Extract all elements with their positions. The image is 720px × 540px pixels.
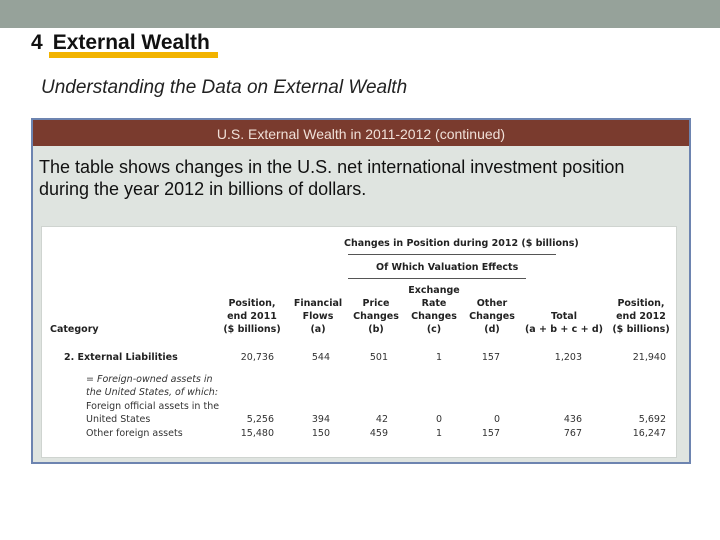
header-rule — [348, 254, 556, 255]
panel-description: The table shows changes in the U.S. net … — [39, 157, 625, 199]
col-other: Other Changes (d) — [469, 298, 515, 335]
changes-header: Changes in Position during 2012 ($ billi… — [344, 238, 579, 249]
top-band — [0, 0, 720, 28]
valuation-header: Of Which Valuation Effects — [376, 262, 519, 273]
table-cell: 459 — [369, 428, 388, 439]
table-cell: 20,736 — [240, 352, 274, 363]
col-total: Total (a + b + c + d) — [524, 311, 604, 335]
section-title-text: External Wealth — [48, 31, 219, 58]
valuation-rule — [348, 278, 526, 279]
content-panel: U.S. External Wealth in 2011-2012 (conti… — [31, 118, 691, 464]
table-cell: 394 — [311, 414, 330, 425]
slide-subtitle: Understanding the Data on External Wealt… — [41, 77, 408, 98]
col-pos2012: Position, end 2012 ($ billions) — [612, 298, 670, 335]
table-cell: 0 — [493, 414, 500, 425]
row-label: Foreign official assets in the United Sta… — [86, 401, 220, 425]
panel-title: U.S. External Wealth in 2011-2012 (conti… — [33, 120, 689, 146]
data-table: Changes in Position during 2012 ($ billi… — [41, 226, 677, 458]
table-cell: 501 — [369, 352, 388, 363]
table-cell: 16,247 — [632, 428, 666, 439]
table-cell: 5,256 — [246, 414, 274, 425]
table-cell: 42 — [375, 414, 388, 425]
table-cell: 5,692 — [638, 414, 666, 425]
section-number: 4 — [31, 31, 43, 54]
table-cell: 1,203 — [554, 352, 582, 363]
row-label: Other foreign assets — [86, 428, 183, 439]
table-cell: 21,940 — [632, 352, 666, 363]
table-cell: 0 — [435, 414, 442, 425]
col-pos2011: Position, end 2011 ($ billions) — [223, 298, 281, 335]
table-cell: 544 — [311, 352, 330, 363]
table-cell: 436 — [563, 414, 582, 425]
table-cell: 1 — [435, 352, 442, 363]
section-title: 4 External Wealth — [31, 30, 219, 58]
col-price: Price Changes (b) — [353, 298, 399, 335]
table-cell: 157 — [481, 352, 500, 363]
table-cell: 767 — [563, 428, 582, 439]
table-cell: 150 — [311, 428, 330, 439]
row-label: = Foreign-owned assets in the United Stat… — [86, 374, 219, 398]
table-cell: 157 — [481, 428, 500, 439]
col-category: Category — [50, 324, 99, 335]
table-cell: 15,480 — [240, 428, 274, 439]
table-cell: 1 — [435, 428, 442, 439]
col-flows: Financial Flows (a) — [293, 298, 343, 335]
col-exchange: Exchange Rate Changes (c) — [408, 285, 460, 335]
row-label: 2. External Liabilities — [64, 352, 178, 363]
